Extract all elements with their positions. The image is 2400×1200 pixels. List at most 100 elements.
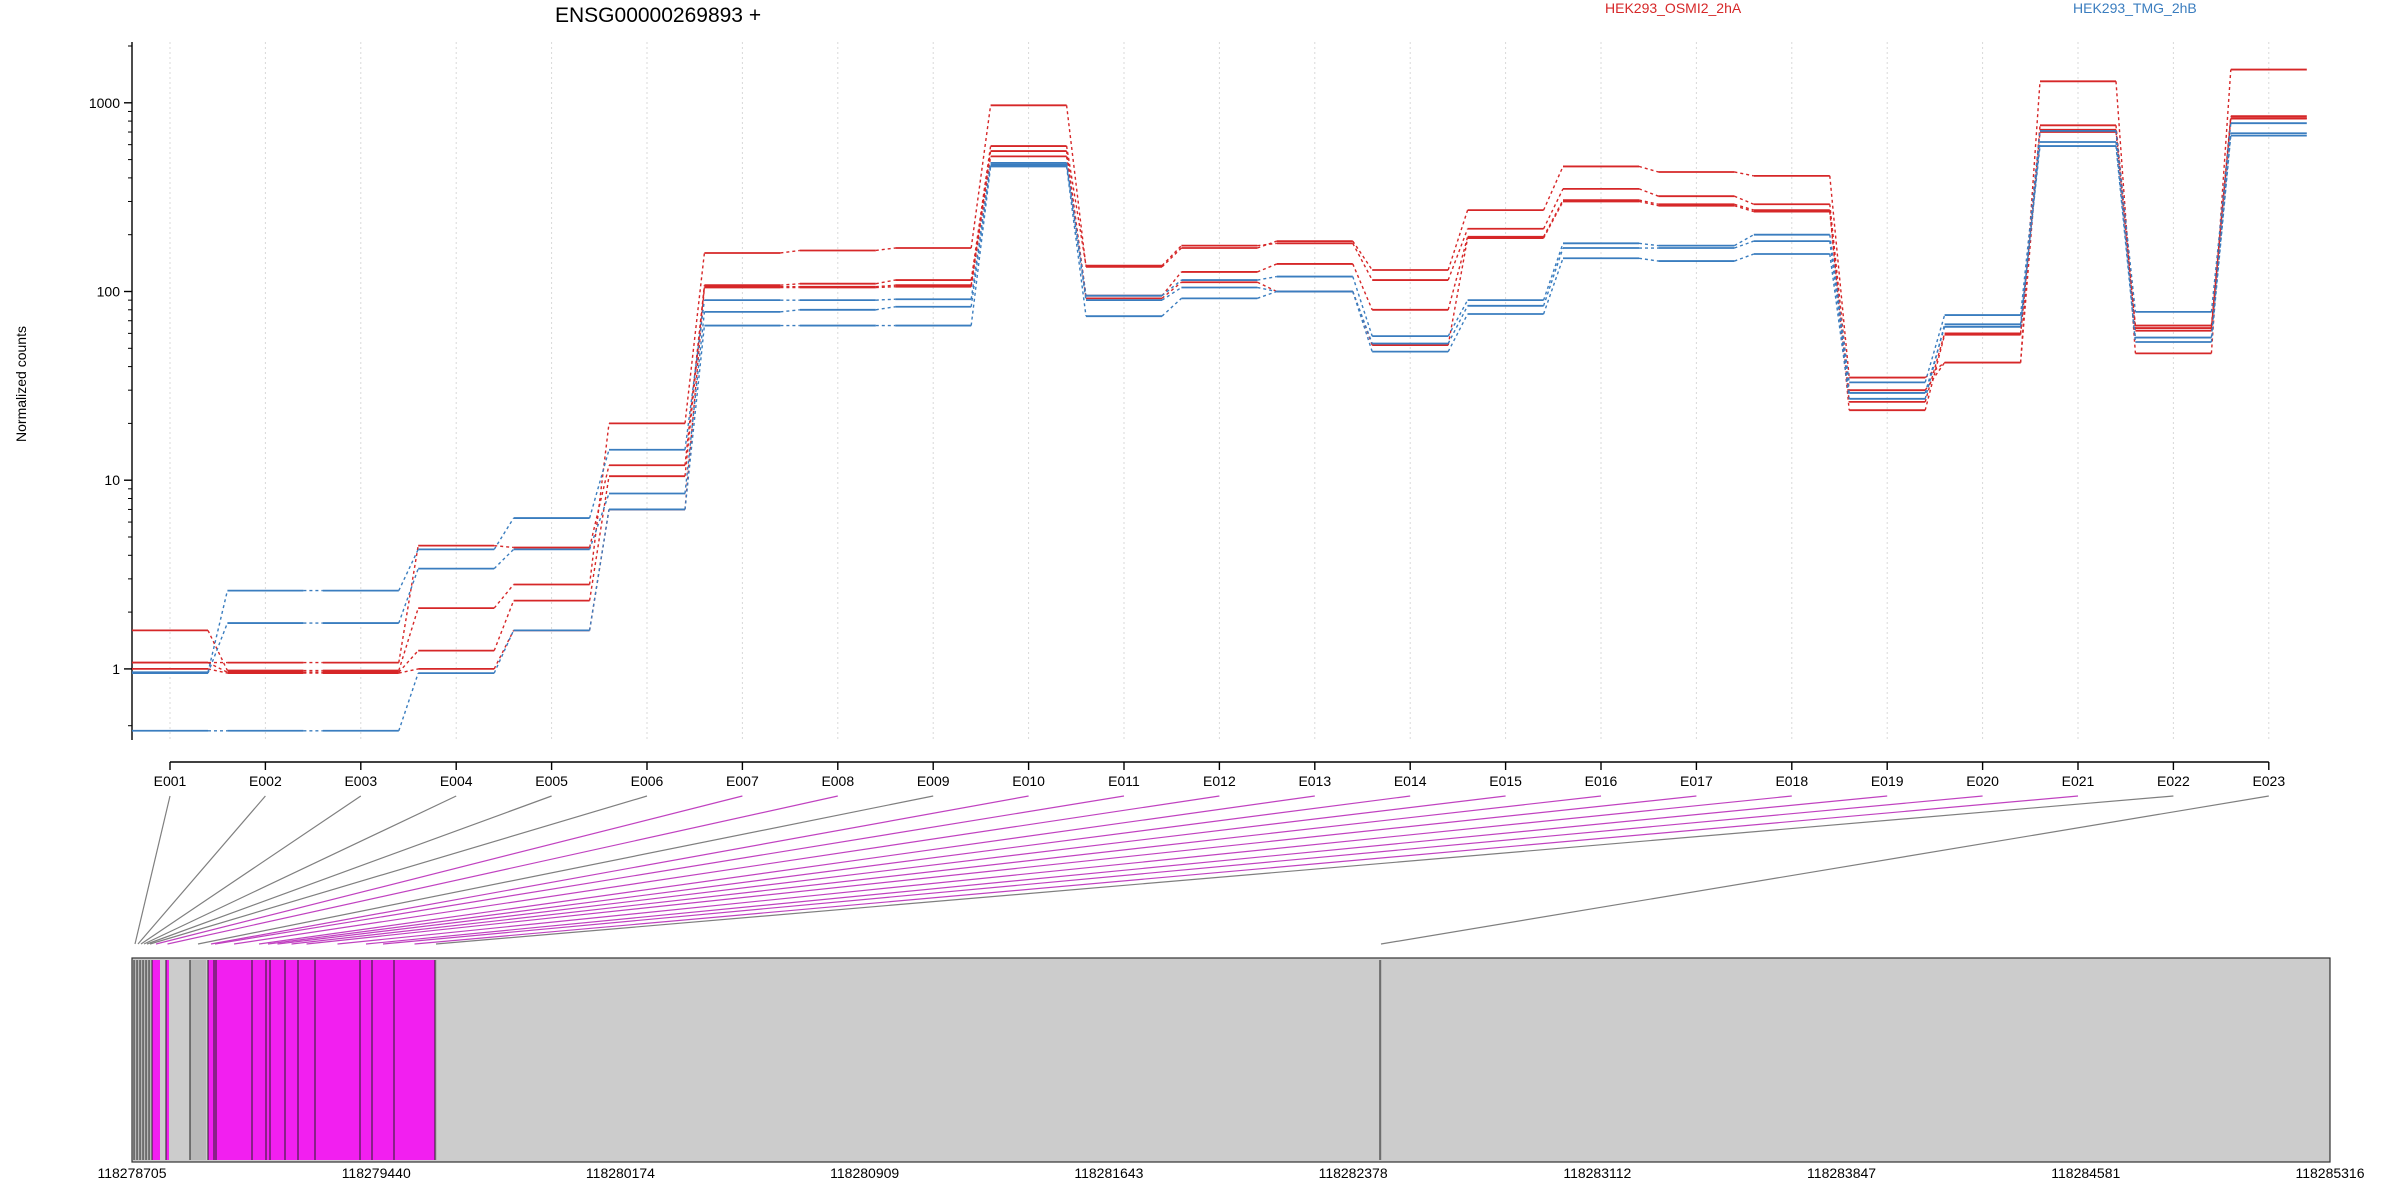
- step-connector: [1829, 175, 1850, 378]
- x-tick-label: E007: [726, 773, 759, 789]
- exon-block: [214, 960, 216, 1160]
- genomic-tick-label: 118283847: [1807, 1165, 1876, 1181]
- step-connector: [970, 145, 992, 281]
- x-tick-label: E019: [1871, 773, 1904, 789]
- step-connector: [493, 630, 515, 674]
- step-connector: [1161, 271, 1182, 297]
- step-connector: [1924, 324, 1946, 399]
- step-connector: [1161, 245, 1182, 267]
- genomic-tick-label: 118282378: [1319, 1165, 1388, 1181]
- step-connector: [1734, 205, 1755, 213]
- step-connector: [1447, 237, 1469, 346]
- x-tick-label: E005: [535, 773, 568, 789]
- exon-connector-line: [365, 795, 1888, 945]
- step-connector: [970, 156, 992, 287]
- y-axis: 1 10 100 1000: [89, 42, 133, 740]
- step-connector: [398, 545, 419, 663]
- exon-block: [394, 960, 435, 1160]
- step-connector: [1352, 291, 1373, 352]
- x-tick-label: E020: [1966, 773, 1999, 789]
- x-tick-label: E018: [1775, 773, 1808, 789]
- step-connector: [1734, 203, 1755, 211]
- step-connector: [1734, 195, 1755, 205]
- legend-entry-group2: HEK293_TMG_2hB: [2073, 0, 2197, 16]
- step-connector: [2210, 118, 2232, 329]
- series-4: [132, 117, 2307, 675]
- exon-block: [1380, 960, 1382, 1160]
- step-connector: [1542, 188, 1564, 230]
- x-tick-label: E017: [1680, 773, 1713, 789]
- y-tick-label: 1: [112, 661, 120, 677]
- exon-connector-line: [258, 795, 1315, 945]
- step-connector: [2115, 131, 2137, 329]
- step-connector: [970, 162, 992, 300]
- y-tick-label: 10: [104, 472, 120, 488]
- exon-block: [146, 960, 148, 1160]
- step-connector: [1542, 166, 1564, 211]
- step-connector: [2115, 81, 2137, 354]
- step-connector: [398, 549, 419, 591]
- step-connector: [875, 247, 896, 252]
- step-connector: [1638, 257, 1659, 262]
- step-connector: [1257, 290, 1278, 299]
- step-connector: [875, 284, 896, 288]
- step-connector: [398, 607, 419, 671]
- step-connector: [588, 476, 610, 601]
- step-connector: [1257, 242, 1277, 247]
- step-connector: [1542, 247, 1564, 307]
- legend-entry-group1: HEK293_OSMI2_2hA: [1605, 0, 1742, 16]
- step-connector: [1542, 243, 1564, 301]
- step-connector: [588, 509, 610, 631]
- exon-connector-line: [137, 795, 266, 945]
- step-connector: [2115, 130, 2137, 312]
- step-connector: [2210, 135, 2232, 343]
- step-connector: [1447, 313, 1469, 352]
- step-connector: [684, 252, 706, 424]
- exon-block: [208, 960, 214, 1160]
- x-tick-label: E009: [917, 773, 950, 789]
- step-connector: [398, 650, 419, 673]
- step-connector: [1447, 209, 1469, 271]
- step-connector: [588, 465, 610, 548]
- step-connector: [1065, 166, 1087, 317]
- exon-connector-line: [1380, 795, 2269, 945]
- step-connector: [875, 306, 896, 311]
- step-connector: [1734, 234, 1755, 247]
- x-tick-label: E016: [1585, 773, 1618, 789]
- step-connector: [1447, 236, 1469, 310]
- exon-connector-line: [149, 795, 648, 945]
- step-connector: [684, 311, 706, 494]
- y-tick-label: 1000: [89, 95, 120, 111]
- step-connector: [493, 517, 515, 550]
- step-connector: [1352, 240, 1373, 271]
- step-connector: [970, 166, 992, 326]
- step-connector: [1829, 234, 1850, 383]
- step-connector: [780, 249, 800, 254]
- x-tick-label: E022: [2157, 773, 2190, 789]
- step-connector: [1638, 200, 1659, 207]
- series-3: [132, 117, 2307, 674]
- gene-track-background: [131, 957, 2331, 1163]
- step-connector: [1829, 253, 1850, 399]
- step-connector: [1257, 275, 1277, 281]
- exon-connector-line: [167, 795, 838, 945]
- step-connector: [1161, 297, 1182, 317]
- x-tick-label: E004: [440, 773, 473, 789]
- genomic-tick-label: 118280909: [830, 1165, 899, 1181]
- exon-connector-line: [306, 795, 1697, 945]
- step-connector: [875, 298, 896, 301]
- exon-block: [190, 960, 206, 1160]
- step-connector: [684, 285, 706, 466]
- step-connector: [1352, 243, 1373, 281]
- exon-block: [134, 960, 136, 1160]
- step-connector: [1065, 145, 1087, 266]
- step-connector: [1829, 241, 1850, 394]
- step-connector: [1924, 314, 1946, 383]
- exon-connectors: [134, 795, 2269, 945]
- step-connector: [684, 325, 706, 510]
- genomic-tick-label: 118278705: [97, 1165, 166, 1181]
- y-tick-label: 100: [97, 284, 121, 300]
- exon-connector-line: [197, 795, 934, 945]
- exon-connector-line: [210, 795, 1029, 945]
